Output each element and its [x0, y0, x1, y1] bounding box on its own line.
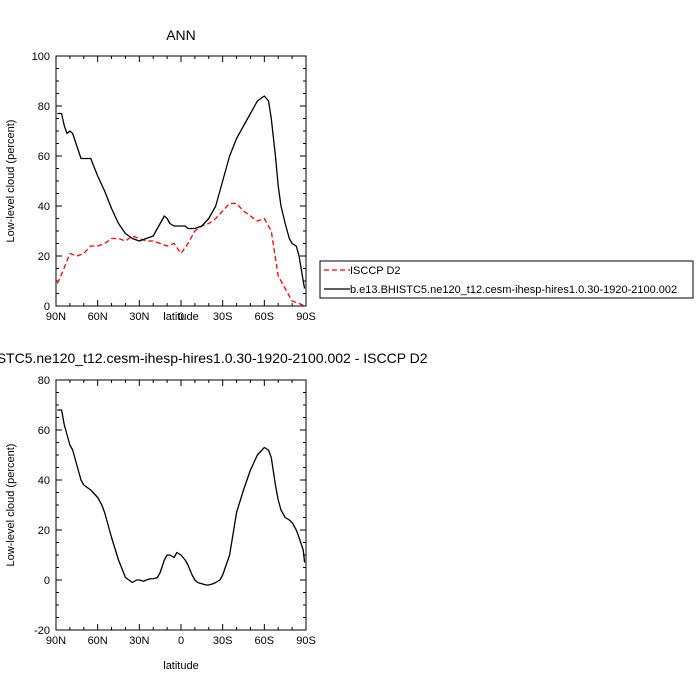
top-panel-y-axis-label: Low-level cloud (percent) — [5, 120, 17, 243]
x-tick-label: 30N — [129, 635, 149, 647]
bottom-panel-lines — [57, 409, 306, 586]
y-tick-label: 60 — [38, 425, 50, 437]
y-tick-label: 0 — [44, 575, 50, 587]
y-tick-label: 40 — [38, 475, 50, 487]
x-tick-label: 30S — [213, 311, 233, 323]
y-tick-label: 40 — [38, 201, 50, 213]
y-tick-label: 60 — [38, 151, 50, 163]
x-tick-label: 90N — [46, 311, 66, 323]
bottom-panel-x-axis-label: latitude — [163, 660, 198, 672]
top-panel-title: ANN — [166, 27, 196, 43]
top-panel-plot-frame — [55, 55, 307, 307]
series-line-0 — [56, 202, 305, 307]
legend-label-model: b.e13.BHISTC5.ne120_t12.cesm-ihesp-hires… — [350, 284, 677, 296]
top-panel-ticks: 90N 60N 30N 0 30S 60S 90S 0 20 40 60 80 100 — [32, 51, 316, 323]
x-tick-label: 90N — [46, 635, 66, 647]
x-tick-label: 90S — [296, 311, 316, 323]
top-panel-lines — [56, 95, 306, 307]
legend-box — [319, 260, 694, 299]
x-tick-label: 60N — [88, 635, 108, 647]
x-tick-label: 60S — [255, 311, 275, 323]
x-tick-label: 0 — [178, 311, 184, 323]
x-tick-label: 60N — [88, 311, 108, 323]
x-tick-label: 0 — [178, 635, 184, 647]
y-tick-label: 0 — [44, 301, 50, 313]
y-tick-label: 100 — [32, 51, 50, 63]
legend-label-isccp: ISCCP D2 — [350, 265, 401, 277]
y-tick-label: 80 — [38, 101, 50, 113]
top-panel: ANN 90N 60N 30N 0 30S 60S 90S 0 20 40 60 80 100 lati… — [5, 27, 316, 323]
x-tick-label: 30S — [213, 635, 233, 647]
bottom-panel-title: b.e13.BHISTC5.ne120_t12.cesm-ihesp-hires… — [0, 350, 428, 366]
x-tick-label: 90S — [296, 635, 316, 647]
x-tick-label: 60S — [255, 635, 275, 647]
series-line-0 — [57, 409, 306, 586]
bottom-panel-plot-frame — [55, 379, 307, 631]
bottom-panel-ticks: 90N 60N 30N 0 30S 60S 90S -20 0 20 40 60 80 — [34, 375, 316, 647]
x-tick-label: 30N — [129, 311, 149, 323]
legend: ISCCP D2 b.e13.BHISTC5.ne120_t12.cesm-ih… — [319, 260, 694, 299]
y-tick-label: -20 — [34, 625, 50, 637]
series-line-1 — [57, 95, 306, 289]
y-tick-label: 20 — [38, 525, 50, 537]
bottom-panel: b.e13.BHISTC5.ne120_t12.cesm-ihesp-hires… — [0, 350, 428, 672]
bottom-panel-y-axis-label: Low-level cloud (percent) — [5, 444, 17, 567]
top-panel-x-axis-label: latitude — [163, 311, 198, 323]
y-tick-label: 20 — [38, 251, 50, 263]
y-tick-label: 80 — [38, 375, 50, 387]
